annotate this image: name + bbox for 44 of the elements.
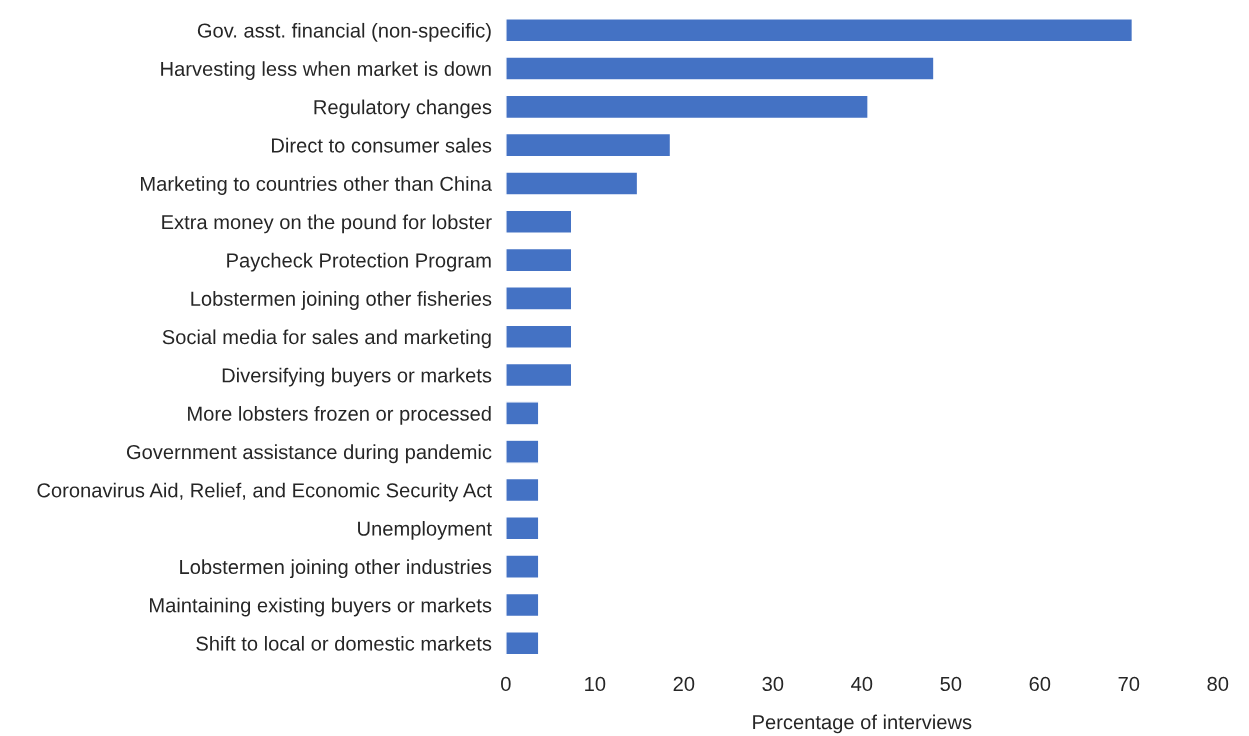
bar [505,477,540,503]
bar [505,362,573,388]
y-tick-label: Extra money on the pound for lobster [162,214,492,234]
y-tick-label: Unemployment [358,521,492,540]
y-tick-label: Maintaining existing buyers or markets [150,597,492,617]
y-tick-label: Diversifying buyers or markets [222,367,492,387]
bar [505,18,1134,43]
bar [505,554,540,579]
y-tick-label: Lobstermen joining other industries [180,559,492,579]
x-tick-label: 0 [501,676,511,692]
bar [505,516,540,541]
bar [505,56,935,81]
x-tick-label: 20 [673,676,695,692]
y-tick-label: Harvesting less when market is down [161,61,491,80]
y-tick-label: Direct to consumer sales [272,137,492,153]
bar [505,94,869,120]
x-tick-label: 10 [585,676,606,692]
y-tick-label: Government assistance during pandemic [126,444,492,464]
y-tick-label: Social media for sales and marketing [162,329,491,349]
y-tick-label: Shift to local or domestic markets [196,635,492,651]
y-tick-label: Regulatory changes [314,99,492,119]
x-tick-label: 30 [762,676,784,692]
bar [505,592,540,618]
y-tick-label: Gov. asst. financial (non-specific) [197,22,491,42]
bar [505,247,573,273]
bar [505,132,672,158]
bar [505,401,540,426]
bar [505,324,573,349]
x-tick-label: 70 [1118,676,1140,692]
y-tick-label: Coronavirus Aid, Relief, and Economic Security Act [37,482,492,502]
x-tick-label: 80 [1207,676,1229,692]
bar [505,439,540,464]
y-tick-label: Paycheck Protection Program [227,252,491,272]
y-tick-label: More lobsters frozen or processed [188,406,491,425]
y-tick-label: Marketing to countries other than China [141,176,492,195]
x-tick-label: 50 [940,676,962,692]
bar [505,209,573,234]
bar [505,171,639,196]
x-tick-label: 60 [1029,676,1051,692]
bar [505,286,573,311]
y-tick-label: Lobstermen joining other fisheries [191,291,492,310]
x-axis-title: Percentage of interviews [753,714,972,734]
bar [505,631,540,656]
x-tick-label: 40 [851,676,873,692]
